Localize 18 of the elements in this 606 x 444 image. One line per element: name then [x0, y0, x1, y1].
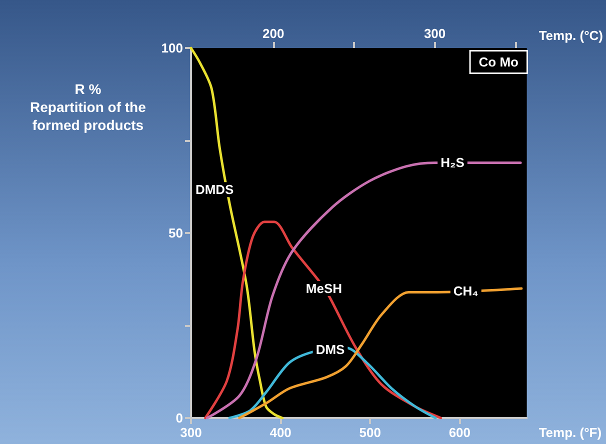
x-tick-label: 500: [359, 425, 381, 440]
x2-tick-label: 200: [262, 26, 284, 41]
x2-axis-title: Temp. (°C): [538, 28, 604, 43]
x2-tick-label: 300: [424, 26, 446, 41]
y-tick-label: 50: [168, 226, 183, 240]
x-tick-label: 600: [448, 425, 471, 440]
series-label: DMDS: [195, 182, 234, 198]
series-label: CH₄: [453, 283, 478, 298]
x-tick-label: 400: [270, 425, 292, 440]
series-label: H₂S: [440, 155, 465, 170]
annotation: Co Mo: [478, 54, 519, 70]
series-label: DMS: [316, 342, 346, 358]
x-tick-label: 300: [180, 425, 202, 440]
series-label: MeSH: [306, 281, 342, 296]
y-tick-label: 100: [161, 40, 183, 56]
y-axis-title: R % Repartition of the formed products: [30, 81, 146, 133]
y-tick-label: 0: [176, 410, 183, 426]
x-axis-title: Temp. (°F): [538, 425, 602, 440]
